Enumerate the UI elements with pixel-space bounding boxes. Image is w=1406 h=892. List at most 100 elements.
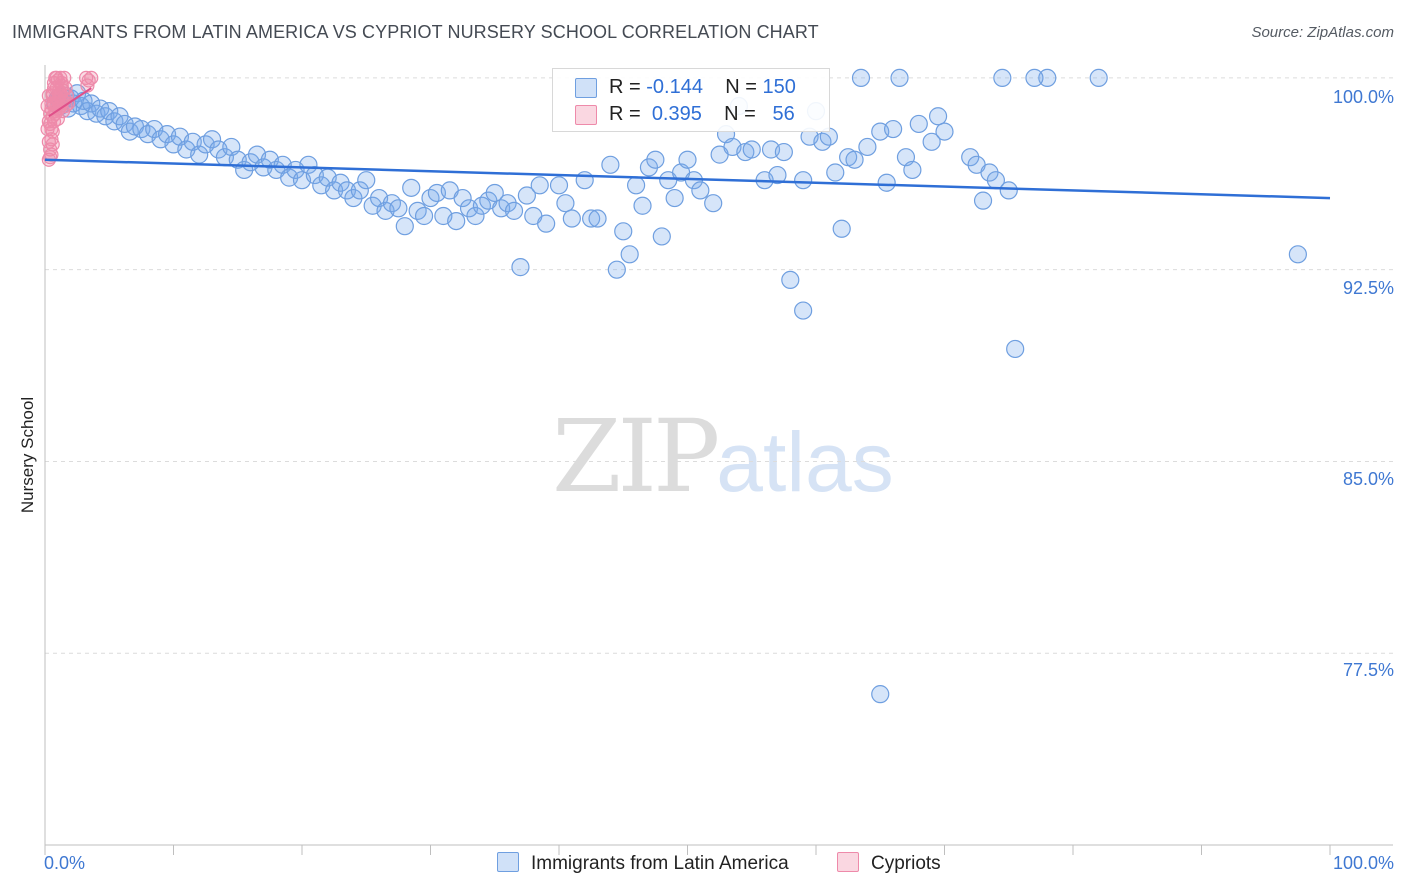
series-latin-america-points <box>46 68 1307 704</box>
point-latin-america <box>665 188 684 208</box>
point-latin-america <box>794 301 813 320</box>
legend-n-label: N = <box>724 103 756 125</box>
point-latin-america <box>582 209 601 228</box>
point-latin-america <box>845 150 864 169</box>
y-tick-label-85: 85.0% <box>1342 469 1394 489</box>
point-latin-america <box>402 178 421 197</box>
point-latin-america <box>652 227 671 246</box>
bottom-legend-swatch-blue <box>497 852 519 872</box>
point-latin-america <box>633 196 652 215</box>
point-latin-america <box>120 122 139 141</box>
point-latin-america <box>877 173 896 192</box>
point-latin-america <box>556 194 575 213</box>
point-latin-america <box>1025 68 1044 87</box>
axes <box>44 65 1393 855</box>
point-cypriots <box>41 88 56 103</box>
point-latin-america <box>549 176 569 195</box>
point-latin-america <box>973 191 993 210</box>
point-latin-america <box>575 171 594 190</box>
chart-title: IMMIGRANTS FROM LATIN AMERICA VS CYPRIOT… <box>12 22 819 42</box>
point-cypriots <box>57 70 72 85</box>
legend-n-value-1: 150 <box>762 76 796 98</box>
legend-swatch-pink <box>575 105 597 125</box>
point-latin-america <box>858 137 877 157</box>
x-tick-label-min: 0.0% <box>44 853 86 873</box>
point-latin-america <box>517 186 536 205</box>
point-latin-america <box>357 171 376 190</box>
point-latin-america <box>82 94 101 113</box>
point-cypriots <box>43 106 58 121</box>
point-latin-america <box>903 160 922 180</box>
point-cypriots <box>40 98 55 114</box>
point-latin-america <box>935 122 954 141</box>
point-latin-america <box>922 132 941 151</box>
point-latin-america <box>909 114 928 134</box>
point-latin-america <box>832 219 851 238</box>
point-latin-america <box>1288 245 1307 264</box>
point-latin-america <box>537 214 556 233</box>
legend-r-label: R = <box>609 103 641 125</box>
point-latin-america <box>620 245 639 264</box>
point-latin-america <box>562 209 581 228</box>
y-tick-label-77-5: 77.5% <box>1342 660 1394 680</box>
point-latin-america <box>1089 68 1108 87</box>
point-latin-america <box>299 155 318 174</box>
point-latin-america <box>993 68 1012 87</box>
point-latin-america <box>395 217 414 236</box>
point-latin-america <box>883 119 903 139</box>
point-cypriots <box>40 121 55 137</box>
legend-n-label: N = <box>725 76 757 98</box>
y-tick-label-100: 100.0% <box>1332 87 1394 107</box>
point-cypriots <box>84 70 99 85</box>
legend-r-label: R = <box>609 76 641 98</box>
point-latin-america <box>826 163 845 182</box>
legend-r-value-2: 0.395 <box>651 103 702 125</box>
point-latin-america <box>646 150 665 169</box>
point-latin-america <box>1038 68 1057 87</box>
point-latin-america <box>485 183 504 203</box>
legend-r-value-1: -0.144 <box>646 76 703 98</box>
point-latin-america <box>890 68 909 87</box>
point-latin-america <box>928 107 948 126</box>
point-latin-america <box>691 181 710 200</box>
point-latin-america <box>794 171 813 190</box>
bottom-legend-cypriots: Cypriots <box>837 852 941 875</box>
point-latin-america <box>851 68 871 87</box>
trend-line-latin-america <box>44 158 1331 200</box>
point-latin-america <box>511 258 530 277</box>
point-latin-america <box>453 188 472 208</box>
y-axis-label: Nursery School <box>18 396 37 514</box>
point-latin-america <box>466 206 485 226</box>
watermark-atlas: atlas <box>716 415 894 509</box>
point-latin-america <box>768 165 787 185</box>
bottom-legend-swatch-pink <box>837 852 859 872</box>
point-latin-america <box>588 209 607 228</box>
point-latin-america <box>504 201 524 220</box>
point-cypriots <box>81 73 96 88</box>
point-cypriots <box>45 137 60 152</box>
point-latin-america <box>678 150 697 169</box>
point-latin-america <box>350 181 369 200</box>
bottom-legend-label-2: Cypriots <box>871 853 941 874</box>
point-latin-america <box>414 206 434 226</box>
stats-legend: R = -0.144 N = 150 R = 0.395 N = 56 <box>552 68 830 132</box>
point-cypriots <box>49 70 64 85</box>
bottom-legend-label-1: Immigrants from Latin America <box>531 853 789 874</box>
point-latin-america <box>626 176 646 195</box>
legend-swatch-blue <box>575 78 597 98</box>
point-latin-america <box>781 270 800 290</box>
point-latin-america <box>389 199 408 218</box>
point-latin-america <box>1006 339 1025 359</box>
point-latin-america <box>774 142 793 162</box>
watermark: ZIPatlas <box>552 398 894 515</box>
point-latin-america <box>999 181 1018 200</box>
watermark-zip: ZIP <box>552 398 720 515</box>
point-latin-america <box>530 176 549 195</box>
trend-lines <box>44 87 1331 200</box>
point-latin-america <box>202 130 222 149</box>
y-tick-label-92-5: 92.5% <box>1342 278 1394 298</box>
point-latin-america <box>100 102 119 121</box>
point-latin-america <box>447 211 466 231</box>
point-latin-america <box>614 222 633 241</box>
